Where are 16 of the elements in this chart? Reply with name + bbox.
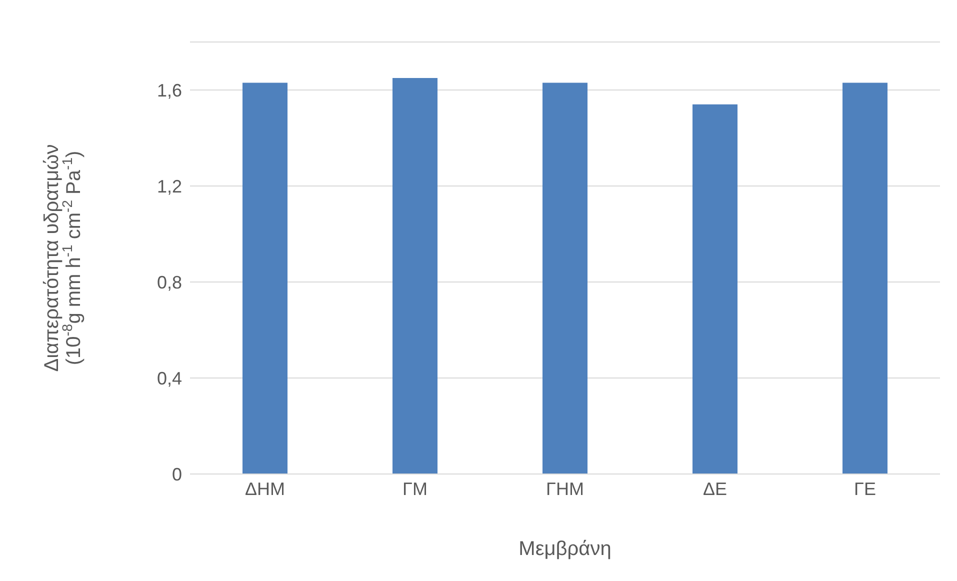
bar [392,78,438,474]
bar [692,104,738,474]
bar [842,82,888,474]
y-tick-label: 0 [172,464,182,484]
x-tick-label: ΓΜ [402,478,428,499]
x-tick-label: ΔΕ [702,478,728,499]
x-tick-label: ΔΗΜ [244,478,286,499]
x-tick-label: ΓΕ [854,478,876,499]
y-tick-label: 0,8 [156,272,182,292]
bar [542,82,588,474]
x-axis-title: Μεμβράνη [518,538,612,560]
y-tick-label: 1,6 [156,80,182,100]
x-tick-label: ΓΗΜ [546,478,584,499]
bar [242,82,288,474]
y-tick-label: 1,2 [156,176,182,196]
y-tick-label: 0,4 [156,368,182,388]
